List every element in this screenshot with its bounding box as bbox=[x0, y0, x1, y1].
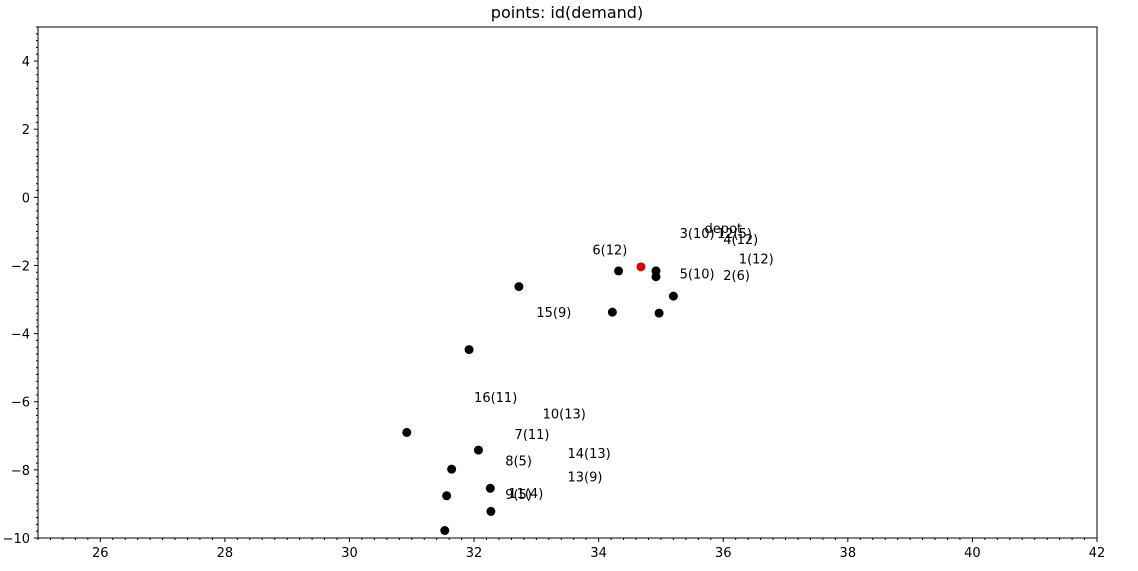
depot-label: depot bbox=[705, 222, 743, 237]
y-tick-label: −10 bbox=[3, 532, 30, 547]
x-tick-label: 40 bbox=[964, 546, 981, 561]
customer-point bbox=[447, 464, 457, 474]
y-tick-label: −4 bbox=[11, 328, 30, 343]
point-label: 9(5) bbox=[505, 488, 532, 503]
point-label: 4(12) bbox=[723, 233, 758, 248]
point-label: 2(6) bbox=[723, 269, 750, 284]
y-tick-label: −6 bbox=[11, 396, 30, 411]
point-label: 15(9) bbox=[536, 306, 571, 321]
point-label: 7(11) bbox=[515, 428, 550, 443]
customer-point bbox=[473, 445, 483, 455]
customer-point bbox=[464, 345, 474, 355]
customer-point bbox=[607, 307, 617, 317]
point-label: 5(10) bbox=[680, 267, 715, 282]
point-label: 12(5) bbox=[717, 227, 752, 242]
customer-point bbox=[485, 483, 495, 493]
x-tick-label: 42 bbox=[1089, 546, 1106, 561]
depot-point bbox=[636, 262, 646, 272]
chart-title: points: id(demand) bbox=[491, 3, 643, 22]
y-tick-label: 4 bbox=[22, 55, 30, 70]
customer-point bbox=[651, 272, 661, 282]
y-tick-label: −8 bbox=[11, 464, 30, 479]
customer-point bbox=[654, 308, 664, 318]
x-tick-label: 30 bbox=[341, 546, 358, 561]
point-label: 16(11) bbox=[474, 391, 517, 406]
customer-point bbox=[514, 282, 524, 292]
y-tick-label: 0 bbox=[22, 191, 30, 206]
customer-point bbox=[668, 291, 678, 301]
x-tick-label: 38 bbox=[840, 546, 857, 561]
point-label: 3(10) bbox=[680, 227, 715, 242]
customer-point bbox=[614, 266, 624, 276]
point-label: 10(13) bbox=[543, 408, 586, 423]
point-label: 11(4) bbox=[508, 487, 543, 502]
x-tick-label: 36 bbox=[715, 546, 732, 561]
x-tick-label: 32 bbox=[466, 546, 483, 561]
point-label: 13(9) bbox=[568, 471, 603, 486]
customer-point bbox=[402, 427, 412, 437]
point-label: 1(12) bbox=[739, 253, 774, 268]
y-tick-label: 2 bbox=[22, 123, 30, 138]
point-labels-layer: 3(10) 12(5)4(12) 1(12) 6(12) 5(10) 2(6) 15(9) 1… bbox=[474, 222, 774, 503]
customer-point bbox=[486, 506, 496, 516]
x-axis: 26 28 30 32 34 36 38 40 42 bbox=[37, 538, 1106, 561]
point-label: 6(12) bbox=[592, 243, 627, 258]
point-label: 8(5) bbox=[505, 455, 532, 470]
y-tick-label: −2 bbox=[11, 259, 30, 274]
points-layer bbox=[402, 262, 678, 536]
y-axis: −10 −8 −6 −4 −2 0 2 4 bbox=[3, 26, 38, 547]
customer-point bbox=[442, 491, 452, 501]
x-tick-label: 26 bbox=[92, 546, 109, 561]
x-tick-label: 34 bbox=[590, 546, 607, 561]
point-label: 14(13) bbox=[568, 447, 611, 462]
customer-point bbox=[440, 526, 450, 536]
plot-frame bbox=[37, 26, 1098, 539]
x-tick-label: 28 bbox=[217, 546, 234, 561]
